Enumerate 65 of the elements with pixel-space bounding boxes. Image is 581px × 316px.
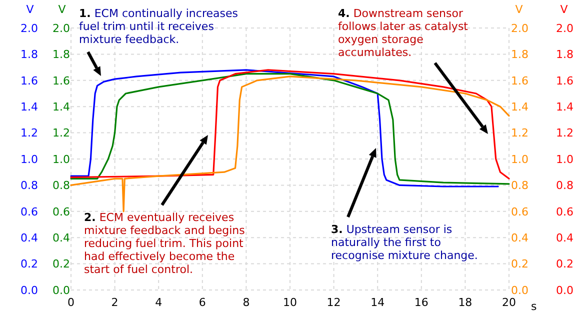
text: 0.4: [556, 231, 574, 244]
x-tick-label: 14: [370, 296, 385, 309]
x-tick-label: 16: [414, 296, 428, 309]
text: 1.0: [556, 152, 574, 166]
text: 0.2: [556, 258, 574, 271]
y-tick-label: 1.8: [52, 48, 70, 62]
text: 1.8: [556, 48, 574, 62]
y2-tick-label: 0.0: [511, 284, 528, 297]
annotation: 3. Upstream sensor is naturally the first to recognise mixture change.: [331, 223, 478, 262]
text: 1.2: [556, 126, 574, 140]
y2-tick-label: 0.6: [511, 205, 528, 218]
y3-tick-label: 0.6: [20, 205, 38, 218]
annotation: 1. ECM continually increases fuel trim until it receives mixture feedback.: [79, 7, 238, 46]
x-axis-title: s: [531, 300, 537, 313]
text: 0.8: [556, 179, 574, 192]
x-tick-label: 20: [502, 296, 516, 309]
y2-tick-label: 2.0: [511, 22, 528, 35]
y-tick-label: 0.0: [52, 284, 70, 297]
text: 1.4: [556, 100, 574, 114]
text: 1.6: [556, 74, 574, 88]
y3-tick-label: 1.6: [20, 74, 38, 88]
x-tick-label: 6: [198, 296, 206, 309]
y-tick-label: 1.4: [52, 100, 70, 114]
y3-tick-label: 0.4: [20, 231, 38, 244]
y2-tick-label: 0.4: [511, 231, 528, 244]
y3-tick-label: 1.0: [20, 152, 38, 166]
y-axis-title: V: [58, 3, 66, 16]
y3-tick-label: 0.0: [20, 284, 38, 297]
annotation: 2. ECM eventually receives mixture feedback and begins reducing fuel trim. This point had effectively become the start of fuel control.: [84, 211, 246, 276]
y-tick-label: 0.2: [52, 258, 70, 271]
y-tick-label: 0.8: [52, 179, 70, 192]
y-tick-label: 1.6: [52, 74, 70, 88]
y2-tick-label: 1.4: [511, 100, 528, 114]
y-tick-label: 0.6: [52, 205, 70, 218]
x-tick-label: 10: [283, 296, 297, 309]
y2-tick-label: 0.2: [511, 258, 528, 271]
y3-tick-label: 1.2: [20, 126, 38, 140]
y3-tick-label: 2.0: [20, 22, 38, 35]
text: V: [560, 3, 568, 16]
y2-tick-label: 1.6: [511, 74, 528, 88]
x-tick-label: 0: [68, 296, 74, 309]
y3-tick-label: 1.4: [20, 100, 38, 114]
y-tick-label: 1.0: [52, 152, 70, 166]
y2-tick-label: 0.8: [511, 179, 528, 192]
y3-tick-label: 0.2: [20, 258, 38, 271]
y3-tick-label: 1.8: [20, 48, 38, 62]
y2-tick-label: 1.2: [511, 126, 528, 140]
x-tick-label: 18: [458, 296, 472, 309]
y3-tick-label: 0.8: [20, 179, 38, 192]
y2-tick-label: 1.0: [511, 152, 528, 166]
y2-tick-label: 1.8: [511, 48, 528, 62]
x-tick-label: 8: [242, 296, 250, 309]
y-tick-label: 0.4: [52, 231, 70, 244]
y-tick-label: 2.0: [52, 22, 70, 35]
y3-axis-title: V: [26, 3, 34, 16]
text: 2.0: [556, 22, 574, 35]
x-tick-label: 4: [155, 296, 162, 309]
y2-axis-title: V: [515, 3, 524, 16]
text: 0.6: [556, 205, 574, 218]
y-tick-label: 1.2: [52, 126, 70, 140]
annotation: 4. Downstream sensor follows later as catalyst oxygen storage accumulates.: [338, 7, 469, 59]
x-tick-label: 2: [111, 296, 118, 309]
text: 0.0: [556, 284, 574, 297]
line-series: [70, 76, 510, 212]
x-tick-label: 12: [326, 296, 341, 309]
